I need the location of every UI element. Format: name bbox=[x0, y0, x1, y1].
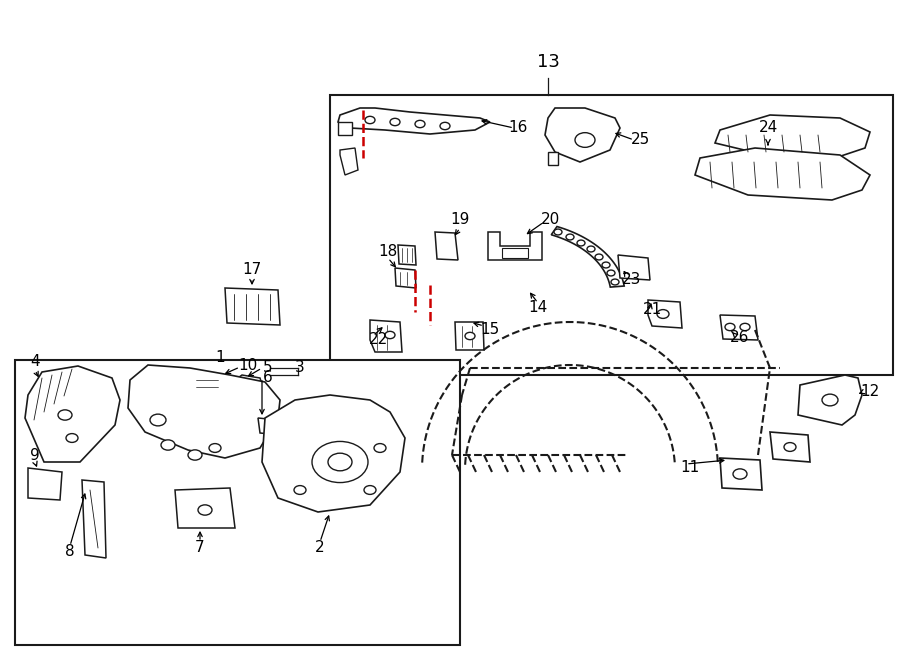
Text: 8: 8 bbox=[65, 545, 75, 559]
Polygon shape bbox=[552, 227, 625, 287]
Circle shape bbox=[822, 394, 838, 406]
Text: 15: 15 bbox=[481, 323, 500, 338]
Text: 23: 23 bbox=[622, 272, 642, 288]
Circle shape bbox=[312, 442, 368, 483]
Circle shape bbox=[611, 279, 619, 285]
Circle shape bbox=[385, 331, 395, 338]
Circle shape bbox=[607, 270, 615, 276]
Polygon shape bbox=[175, 488, 235, 528]
Circle shape bbox=[364, 486, 376, 494]
Polygon shape bbox=[435, 232, 458, 260]
Text: 24: 24 bbox=[759, 120, 778, 136]
Text: 4: 4 bbox=[31, 354, 40, 369]
Text: 7: 7 bbox=[195, 541, 205, 555]
Circle shape bbox=[58, 410, 72, 420]
Circle shape bbox=[374, 444, 386, 452]
Circle shape bbox=[602, 262, 610, 268]
Text: 2: 2 bbox=[315, 541, 325, 555]
Polygon shape bbox=[215, 375, 265, 415]
Circle shape bbox=[66, 434, 78, 442]
Text: 17: 17 bbox=[242, 262, 262, 278]
Circle shape bbox=[733, 469, 747, 479]
Polygon shape bbox=[648, 300, 682, 328]
Circle shape bbox=[554, 229, 562, 235]
Circle shape bbox=[209, 444, 221, 452]
Text: 18: 18 bbox=[378, 245, 398, 260]
Circle shape bbox=[198, 505, 212, 515]
Circle shape bbox=[161, 440, 175, 450]
Text: 19: 19 bbox=[450, 212, 470, 227]
Polygon shape bbox=[258, 418, 280, 435]
Polygon shape bbox=[340, 148, 358, 175]
Text: 21: 21 bbox=[643, 303, 662, 317]
Circle shape bbox=[188, 450, 202, 460]
Polygon shape bbox=[720, 315, 758, 340]
Circle shape bbox=[440, 122, 450, 130]
Circle shape bbox=[575, 133, 595, 147]
Polygon shape bbox=[25, 366, 120, 462]
Polygon shape bbox=[455, 322, 484, 350]
Polygon shape bbox=[190, 375, 224, 392]
Polygon shape bbox=[548, 152, 558, 165]
Polygon shape bbox=[488, 232, 542, 260]
Polygon shape bbox=[618, 255, 650, 280]
Circle shape bbox=[740, 323, 750, 330]
Polygon shape bbox=[225, 288, 280, 325]
Text: 9: 9 bbox=[30, 447, 40, 463]
Circle shape bbox=[577, 240, 585, 246]
Text: 3: 3 bbox=[295, 360, 305, 375]
Polygon shape bbox=[370, 320, 402, 352]
Polygon shape bbox=[770, 432, 810, 462]
Text: 20: 20 bbox=[540, 212, 560, 227]
Polygon shape bbox=[715, 115, 870, 158]
Circle shape bbox=[390, 118, 400, 126]
Circle shape bbox=[415, 120, 425, 128]
Text: 11: 11 bbox=[680, 461, 699, 475]
Circle shape bbox=[365, 116, 375, 124]
Circle shape bbox=[566, 234, 574, 240]
Text: 12: 12 bbox=[860, 385, 879, 399]
Text: 10: 10 bbox=[238, 358, 257, 373]
Polygon shape bbox=[502, 248, 528, 258]
Circle shape bbox=[657, 309, 669, 319]
Polygon shape bbox=[395, 268, 416, 288]
Circle shape bbox=[587, 246, 595, 252]
Bar bbox=[330, 95, 893, 375]
Polygon shape bbox=[798, 375, 862, 425]
Circle shape bbox=[465, 332, 475, 340]
Text: 26: 26 bbox=[730, 330, 750, 346]
Polygon shape bbox=[28, 468, 62, 500]
Text: 1: 1 bbox=[215, 350, 225, 366]
Polygon shape bbox=[695, 148, 870, 200]
Circle shape bbox=[150, 414, 166, 426]
Text: 22: 22 bbox=[368, 332, 388, 348]
Polygon shape bbox=[338, 108, 490, 134]
Polygon shape bbox=[338, 122, 352, 135]
Circle shape bbox=[328, 453, 352, 471]
Polygon shape bbox=[545, 108, 620, 162]
Text: 14: 14 bbox=[528, 301, 547, 315]
Polygon shape bbox=[128, 365, 280, 458]
Circle shape bbox=[784, 443, 796, 451]
Polygon shape bbox=[398, 245, 416, 265]
Text: 6: 6 bbox=[263, 371, 273, 385]
Polygon shape bbox=[262, 395, 405, 512]
Circle shape bbox=[595, 254, 603, 260]
Text: 16: 16 bbox=[508, 120, 527, 136]
Text: 13: 13 bbox=[536, 53, 560, 71]
Circle shape bbox=[294, 486, 306, 494]
Text: 5: 5 bbox=[263, 360, 273, 375]
Circle shape bbox=[725, 323, 735, 330]
Text: 25: 25 bbox=[630, 132, 650, 147]
Polygon shape bbox=[82, 480, 106, 558]
Bar bbox=[15, 360, 460, 645]
Polygon shape bbox=[720, 458, 762, 490]
